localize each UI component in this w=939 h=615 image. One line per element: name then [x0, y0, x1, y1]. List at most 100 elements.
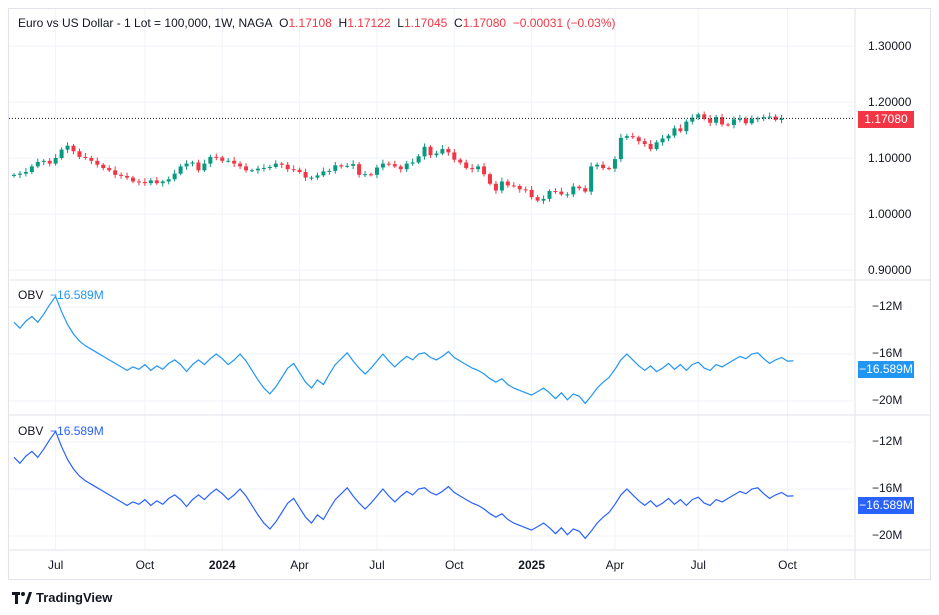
obv-legend-1[interactable]: OBV −16.589M: [18, 288, 104, 302]
candle-body: [208, 156, 213, 164]
candle-body: [488, 174, 492, 184]
candle-body: [749, 118, 754, 124]
candle-body: [523, 189, 528, 191]
candle-body: [624, 136, 629, 138]
candle-body: [214, 156, 219, 158]
candle-body: [238, 163, 243, 167]
obv-tick-label: −20M: [872, 393, 902, 407]
candle-body: [303, 172, 308, 178]
candle-body: [422, 146, 427, 157]
candle-body: [166, 179, 171, 182]
candle-body: [190, 162, 195, 164]
close-value: 1.17080: [462, 16, 507, 30]
time-tick-label: Jul: [369, 558, 384, 572]
candle-body: [261, 168, 266, 170]
chart-frame: [8, 8, 931, 580]
candle-body: [779, 118, 784, 120]
price-tick-label: 1.10000: [868, 151, 912, 165]
candle-body: [607, 168, 611, 170]
candle-body: [244, 166, 249, 171]
candle-body: [71, 145, 76, 152]
obv-tick-label: −12M: [872, 299, 902, 313]
candle-body: [452, 152, 457, 160]
time-tick-label: Jul: [48, 558, 63, 572]
candle-body: [136, 181, 141, 183]
candle-body: [392, 164, 397, 167]
candle-body: [142, 182, 147, 184]
candle-body: [35, 161, 40, 167]
candle-body: [232, 160, 237, 164]
symbol-legend: Euro vs US Dollar - 1 Lot = 100,000, 1W,…: [18, 16, 616, 30]
candle-body: [505, 181, 510, 186]
candle-body: [458, 159, 463, 163]
candle-body: [119, 174, 124, 176]
candle-body: [410, 162, 415, 164]
low-value: 1.17045: [403, 16, 448, 30]
change-value: −0.00031 (−0.03%): [512, 16, 616, 30]
candle-body: [541, 198, 546, 201]
obv-line: [13, 430, 794, 540]
open-label: O: [279, 16, 289, 30]
candle-body: [583, 188, 588, 192]
candle-body: [380, 163, 385, 168]
candle-body: [595, 164, 600, 167]
candle-body: [761, 117, 766, 119]
candle-body: [23, 172, 28, 174]
candle-body: [654, 142, 659, 150]
candle-body: [113, 170, 118, 175]
candle-body: [577, 186, 582, 189]
candle-body: [529, 189, 534, 198]
obv-legend-2[interactable]: OBV −16.589M: [18, 424, 104, 438]
candle-body: [327, 170, 332, 172]
obv-value: −16.589M: [50, 424, 104, 438]
candle-body: [374, 167, 379, 175]
candle-body: [440, 149, 445, 154]
time-tick-label: Apr: [606, 558, 625, 572]
candle-body: [630, 136, 635, 138]
candle-body: [160, 181, 165, 184]
candle-body: [154, 180, 159, 184]
candle-body: [642, 141, 647, 144]
candle-body: [17, 173, 22, 175]
tradingview-logo[interactable]: TradingView: [12, 590, 112, 605]
candle-body: [285, 164, 290, 170]
symbol-title: Euro vs US Dollar - 1 Lot = 100,000, 1W,…: [18, 16, 273, 30]
candle-body: [618, 137, 623, 160]
candle-body: [255, 168, 260, 171]
candle-body: [202, 163, 207, 171]
candle-body: [125, 175, 130, 178]
candle-body: [767, 116, 772, 118]
candle-body: [95, 160, 100, 165]
candle-body: [226, 160, 231, 162]
time-tick-label: Oct: [136, 558, 155, 572]
time-tick-label: Oct: [778, 558, 797, 572]
candle-body: [273, 163, 278, 167]
obv-tick-label: −16M: [872, 346, 902, 360]
candle-body: [89, 158, 94, 161]
candle-body: [47, 160, 52, 164]
obv-label: OBV: [18, 288, 44, 302]
candle-body: [493, 183, 498, 191]
candle-body: [535, 197, 540, 201]
candle-body: [416, 156, 421, 163]
close-label: C: [454, 16, 463, 30]
candle-body: [398, 166, 403, 170]
candle-body: [178, 166, 183, 174]
candle-body: [708, 118, 713, 123]
price-tick-label: 1.00000: [868, 207, 912, 221]
candle-body: [184, 163, 189, 167]
candle-body: [547, 191, 552, 199]
candle-body: [83, 156, 88, 158]
candle-body: [565, 194, 570, 196]
candle-body: [773, 116, 778, 120]
candle-body: [720, 117, 725, 125]
candle-body: [29, 166, 34, 172]
obv-current-label-1: −16.589M: [858, 361, 914, 378]
candle-body: [333, 165, 338, 171]
candle-body: [148, 180, 153, 184]
obv-tick-label: −20M: [872, 528, 902, 542]
candle-body: [357, 164, 362, 175]
price-tick-label: 0.90000: [868, 263, 912, 277]
candle-body: [672, 128, 677, 136]
